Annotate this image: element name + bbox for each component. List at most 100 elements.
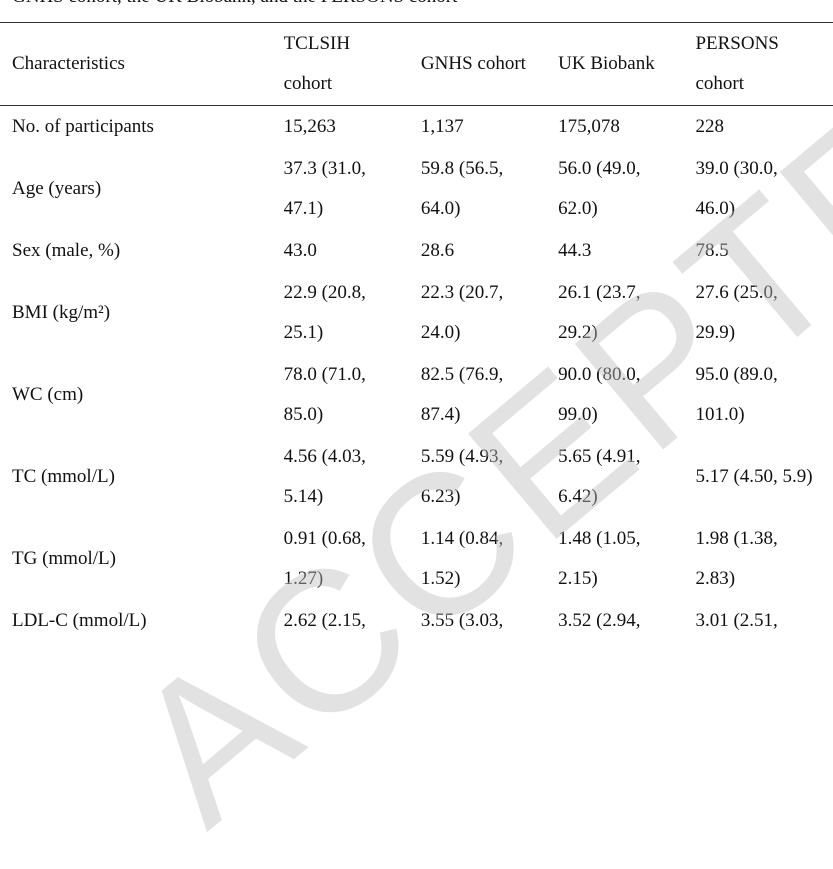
cell: 5.65 (4.91, 6.42) [558,436,695,518]
cell-text: 3.52 (2.94, [558,610,641,631]
cell: 22.3 (20.7, 24.0) [421,272,558,354]
cell-text: 15,263 [283,116,336,137]
cell-text: Sex (male, %) [12,240,121,261]
cell-text: 4.56 (4.03, 5.14) [283,446,366,507]
cell: 3.52 (2.94, [558,600,695,642]
cell-text: TC (mmol/L) [12,466,115,487]
header-cell: TCLSIH cohort [284,23,421,106]
table-row: TG (mmol/L) 0.91 (0.68, 1.27) 1.14 (0.84, … [0,518,833,600]
header-text: UK Biobank [558,53,655,74]
row-label: BMI (kg/m²) [0,272,284,354]
cell: 95.0 (89.0, 101.0) [695,354,833,436]
cell-text: 27.6 (25.0, 29.9) [695,282,778,343]
cell: 0.91 (0.68, 1.27) [284,518,421,600]
cell-text: BMI (kg/m²) [12,302,111,323]
cell-text: 44.3 [558,240,592,261]
table-row: TC (mmol/L) 4.56 (4.03, 5.14) 5.59 (4.93, … [0,436,833,518]
cell-text: 95.0 (89.0, 101.0) [695,364,778,425]
header-cell: Characteristics [0,23,284,106]
cell-text: 3.01 (2.51, [695,610,778,631]
cell-text: No. of participants [12,116,154,137]
row-label: Age (years) [0,148,284,230]
row-label: LDL-C (mmol/L) [0,600,284,642]
cell-text: 28.6 [420,240,455,261]
header-text: PERSONS cohort [695,33,779,94]
header-cell: GNHS cohort [421,23,558,106]
cell-text: 22.3 (20.7, 24.0) [420,282,504,343]
cell: 27.6 (25.0, 29.9) [695,272,833,354]
row-label: Sex (male, %) [0,230,284,272]
top-rule [0,22,833,23]
cell-text: LDL-C (mmol/L) [12,610,147,631]
table: Characteristics TCLSIH cohort GNHS cohort U… [0,23,833,642]
cell-text: 0.91 (0.68, 1.27) [283,528,366,589]
cell-text: 3.55 (3.03, [420,610,504,631]
cell: 5.17 (4.50, 5.9) [695,436,833,518]
cell: 90.0 (80.0, 99.0) [558,354,695,436]
cell-text: 5.65 (4.91, 6.42) [558,446,641,507]
header-row: Characteristics TCLSIH cohort GNHS cohort U… [0,23,833,106]
cell-text: 1.98 (1.38, 2.83) [695,528,778,589]
cell: 228 [695,106,833,149]
cell-text: Age (years) [12,178,102,199]
cell-text: 39.0 (30.0, 46.0) [695,158,778,219]
table-body: No. of participants 15,263 1,137 175,078 228… [0,106,833,643]
cell: 26.1 (23.7, 29.2) [558,272,695,354]
cell-text: 90.0 (80.0, 99.0) [558,364,641,425]
cell: 3.55 (3.03, [421,600,558,642]
cell: 5.59 (4.93, 6.23) [421,436,558,518]
cell: 15,263 [284,106,421,149]
cell-text: WC (cm) [12,384,84,405]
cell-text: 56.0 (49.0, 62.0) [558,158,641,219]
cell: 44.3 [558,230,695,272]
table-row: LDL-C (mmol/L) 2.62 (2.15, 3.55 (3.03, 3.52… [0,600,833,642]
cell: 39.0 (30.0, 46.0) [695,148,833,230]
cell-text: 22.9 (20.8, 25.1) [283,282,366,343]
row-label: WC (cm) [0,354,284,436]
cell: 3.01 (2.51, [695,600,833,642]
cell-text: 78.5 [695,240,729,261]
table-row: No. of participants 15,263 1,137 175,078 228 [0,106,833,149]
table-header: Characteristics TCLSIH cohort GNHS cohort U… [0,23,833,106]
cell: 37.3 (31.0, 47.1) [284,148,421,230]
cell: 1.48 (1.05, 2.15) [558,518,695,600]
cell: 78.5 [695,230,833,272]
cell-text: 1.14 (0.84, 1.52) [420,528,504,589]
row-label: No. of participants [0,106,284,149]
caption: GNHS cohort, the UK Biobank, and the PER… [12,0,457,8]
cell: 78.0 (71.0, 85.0) [284,354,421,436]
header-text: GNHS cohort [420,53,526,74]
cell: 2.62 (2.15, [284,600,421,642]
table-row: BMI (kg/m²) 22.9 (20.8, 25.1) 22.3 (20.7, … [0,272,833,354]
cell-text: 2.62 (2.15, [283,610,366,631]
cell: 59.8 (56.5, 64.0) [421,148,558,230]
table-row: WC (cm) 78.0 (71.0, 85.0) 82.5 (76.9, 87.4… [0,354,833,436]
cell: 22.9 (20.8, 25.1) [284,272,421,354]
cell: 1.14 (0.84, 1.52) [421,518,558,600]
cell-text: 1.48 (1.05, 2.15) [558,528,641,589]
cell-text: 78.0 (71.0, 85.0) [283,364,366,425]
cell: 4.56 (4.03, 5.14) [284,436,421,518]
cell: 43.0 [284,230,421,272]
cell-text: TG (mmol/L) [12,548,116,569]
cell-text: 59.8 (56.5, 64.0) [420,158,504,219]
header-text: TCLSIH cohort [283,33,351,94]
cell-text: 175,078 [558,116,620,137]
header-cell: UK Biobank [558,23,695,106]
row-label: TG (mmol/L) [0,518,284,600]
cell-text: 43.0 [283,240,317,261]
header-text: Characteristics [12,53,125,74]
cell-text: 37.3 (31.0, 47.1) [283,158,366,219]
table-row: Sex (male, %) 43.0 28.6 44.3 78.5 [0,230,833,272]
cell-text: 5.59 (4.93, 6.23) [420,446,504,507]
cell: 28.6 [421,230,558,272]
cell-text: 1,137 [420,116,464,137]
cell-text: 5.17 (4.50, 5.9) [695,466,813,487]
cell: 56.0 (49.0, 62.0) [558,148,695,230]
header-cell: PERSONS cohort [695,23,833,106]
table-row: Age (years) 37.3 (31.0, 47.1) 59.8 (56.5, … [0,148,833,230]
cell-text: 26.1 (23.7, 29.2) [558,282,641,343]
cell: 1.98 (1.38, 2.83) [695,518,833,600]
cell-text: 82.5 (76.9, 87.4) [420,364,504,425]
